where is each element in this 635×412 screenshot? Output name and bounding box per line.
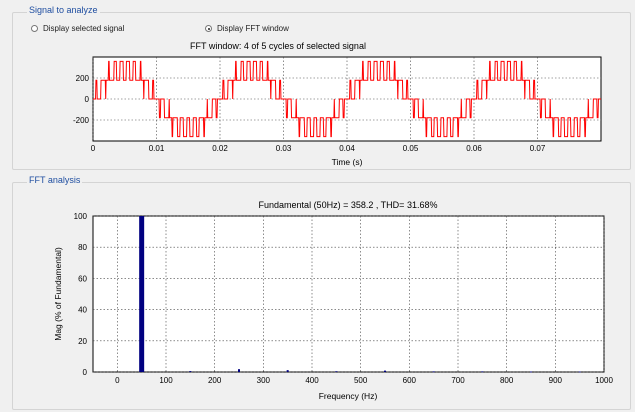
radio-unchecked-icon	[31, 25, 38, 32]
fft-bar	[384, 370, 386, 372]
fft-axes	[92, 215, 605, 373]
fft-bar	[530, 371, 532, 373]
fft-x-tick-label: 200	[208, 376, 222, 385]
fft-x-tick-label: 400	[305, 376, 319, 385]
fft-bar	[139, 216, 145, 372]
fft-y-tick-label: 100	[74, 212, 88, 221]
fft-y-tick-label: 60	[78, 274, 87, 283]
fft-bar	[481, 371, 484, 373]
signal-waveform-line	[93, 60, 601, 138]
fft-y-tick-label: 40	[78, 306, 87, 315]
fft-x-tick-label: 700	[451, 376, 465, 385]
fft-xlabel: Frequency (Hz)	[319, 391, 378, 401]
display-fft-window-label: Display FFT window	[217, 24, 289, 33]
fft-x-tick-label: 1000	[595, 376, 613, 385]
signal-to-analyze-group: Signal to analyze Display selected signa…	[12, 5, 631, 170]
display-selected-signal-label: Display selected signal	[43, 24, 125, 33]
signal-plot: FFT window: 4 of 5 cycles of selected si…	[73, 41, 602, 167]
signal-x-tick-label: 0.03	[276, 144, 292, 153]
display-fft-window-radio[interactable]: Display FFT window	[205, 24, 289, 33]
fft-plot: Fundamental (50Hz) = 358.2 , THD= 31.68%…	[53, 200, 613, 401]
fft-x-tick-label: 900	[549, 376, 563, 385]
display-selected-signal-radio[interactable]: Display selected signal	[31, 24, 124, 33]
fft-bar	[238, 369, 240, 372]
fft-x-tick-label: 500	[354, 376, 368, 385]
signal-x-tick-label: 0.01	[149, 144, 165, 153]
signal-y-tick-label: 0	[85, 95, 90, 104]
signal-plot-title: FFT window: 4 of 5 cycles of selected si…	[190, 41, 366, 51]
fft-bar	[335, 371, 338, 373]
fft-bar	[432, 371, 435, 373]
fft-x-tick-label: 600	[403, 376, 417, 385]
fft-plot-title: Fundamental (50Hz) = 358.2 , THD= 31.68%	[259, 200, 438, 210]
signal-x-tick-label: 0.02	[212, 144, 228, 153]
fft-ylabel: Mag (% of Fundamental)	[53, 247, 63, 341]
signal-y-tick-label: -200	[73, 116, 90, 125]
signal-group-title: Signal to analyze	[27, 5, 100, 15]
fft-x-tick-label: 100	[159, 376, 173, 385]
signal-y-tick-label: 200	[76, 74, 90, 83]
signal-x-tick-label: 0.07	[530, 144, 546, 153]
fft-bar	[189, 371, 192, 372]
fft-bar	[286, 370, 289, 372]
fft-group-title: FFT analysis	[27, 175, 83, 185]
fft-x-tick-label: 300	[257, 376, 271, 385]
fft-x-tick-label: 800	[500, 376, 514, 385]
signal-x-tick-label: 0.05	[403, 144, 419, 153]
radio-checked-icon	[205, 25, 212, 32]
fft-analysis-group: FFT analysis Fundamental (50Hz) = 358.2 …	[12, 175, 631, 410]
signal-x-tick-label: 0.04	[339, 144, 355, 153]
fft-y-tick-label: 0	[83, 368, 88, 377]
fft-x-tick-label: 0	[115, 376, 120, 385]
signal-x-tick-label: 0.06	[466, 144, 482, 153]
fft-y-tick-label: 20	[78, 337, 87, 346]
signal-x-tick-label: 0	[91, 144, 96, 153]
fft-y-tick-label: 80	[78, 243, 87, 252]
signal-xlabel: Time (s)	[332, 157, 363, 167]
fft-bar	[578, 371, 581, 373]
